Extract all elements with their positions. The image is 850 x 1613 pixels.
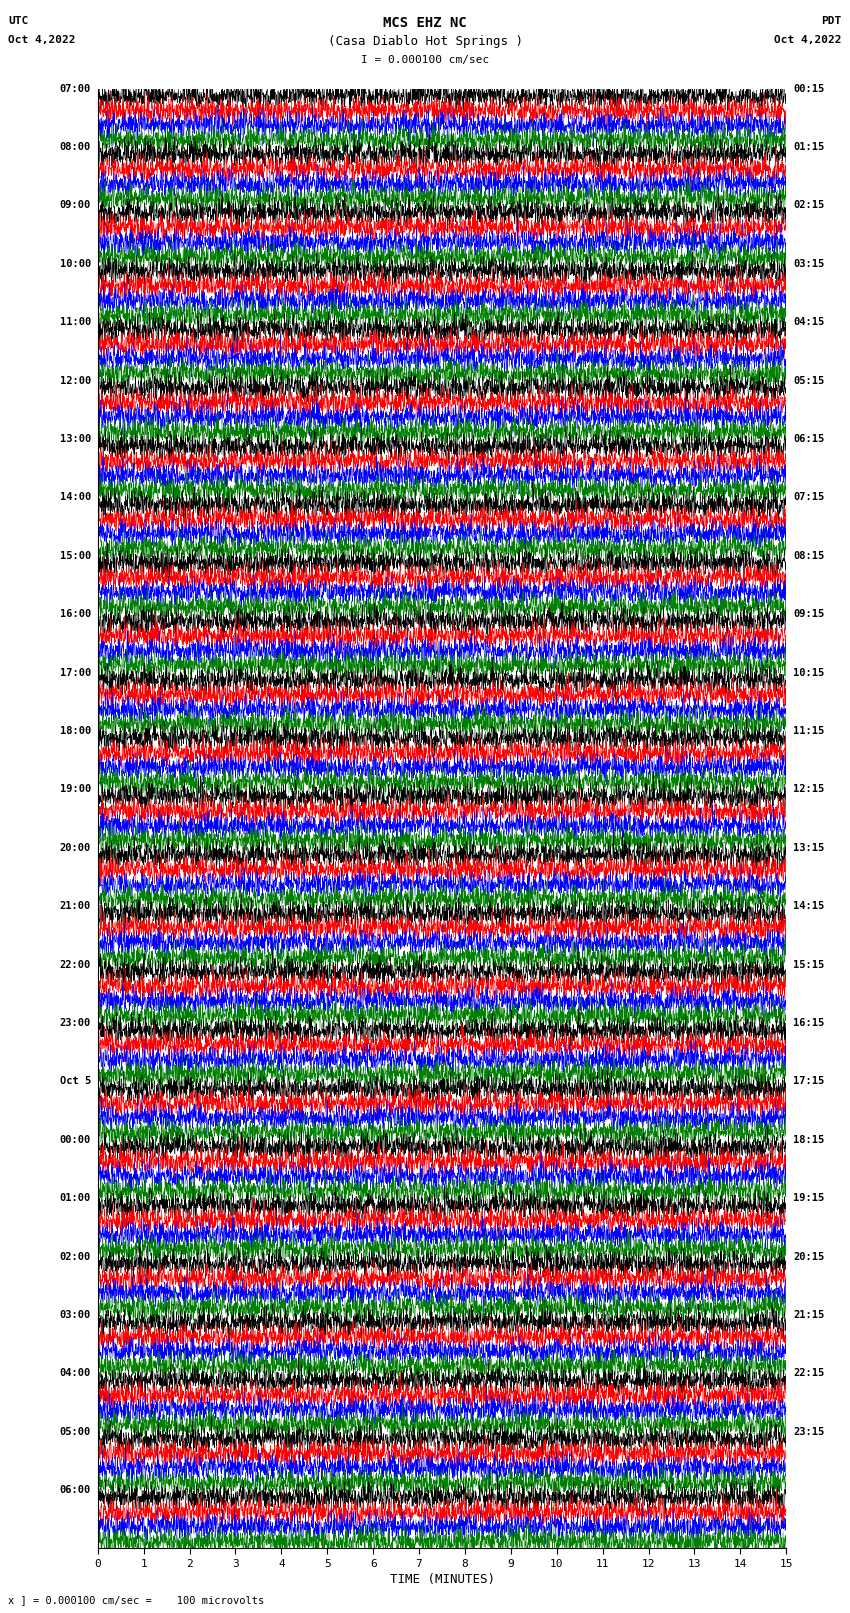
Text: 16:15: 16:15	[793, 1018, 824, 1027]
Text: Oct 5: Oct 5	[60, 1076, 91, 1086]
Text: (Casa Diablo Hot Springs ): (Casa Diablo Hot Springs )	[327, 35, 523, 48]
Text: 13:00: 13:00	[60, 434, 91, 444]
Text: 15:15: 15:15	[793, 960, 824, 969]
Text: 03:15: 03:15	[793, 260, 824, 269]
Text: I = 0.000100 cm/sec: I = 0.000100 cm/sec	[361, 55, 489, 65]
Text: 03:00: 03:00	[60, 1310, 91, 1319]
Text: 02:00: 02:00	[60, 1252, 91, 1261]
Text: 21:15: 21:15	[793, 1310, 824, 1319]
Text: 18:15: 18:15	[793, 1136, 824, 1145]
Text: 10:15: 10:15	[793, 668, 824, 677]
Text: 21:00: 21:00	[60, 902, 91, 911]
Text: 05:15: 05:15	[793, 376, 824, 386]
Text: 13:15: 13:15	[793, 844, 824, 853]
Text: 16:00: 16:00	[60, 610, 91, 619]
Text: 22:15: 22:15	[793, 1368, 824, 1378]
Text: 14:00: 14:00	[60, 492, 91, 502]
Text: 15:00: 15:00	[60, 552, 91, 561]
Text: 07:00: 07:00	[60, 84, 91, 94]
Text: 11:00: 11:00	[60, 318, 91, 327]
Text: UTC: UTC	[8, 16, 29, 26]
Text: 00:15: 00:15	[793, 84, 824, 94]
Text: 17:15: 17:15	[793, 1076, 824, 1086]
Text: 18:00: 18:00	[60, 726, 91, 736]
Text: 20:15: 20:15	[793, 1252, 824, 1261]
Text: 09:00: 09:00	[60, 200, 91, 210]
Text: 08:15: 08:15	[793, 552, 824, 561]
Text: 01:15: 01:15	[793, 142, 824, 152]
Text: 07:15: 07:15	[793, 492, 824, 502]
Text: Oct 4,2022: Oct 4,2022	[8, 35, 76, 45]
Text: PDT: PDT	[821, 16, 842, 26]
Text: 09:15: 09:15	[793, 610, 824, 619]
Text: 19:15: 19:15	[793, 1194, 824, 1203]
Text: 00:00: 00:00	[60, 1136, 91, 1145]
Text: 01:00: 01:00	[60, 1194, 91, 1203]
Text: 06:15: 06:15	[793, 434, 824, 444]
X-axis label: TIME (MINUTES): TIME (MINUTES)	[389, 1573, 495, 1586]
Text: 02:15: 02:15	[793, 200, 824, 210]
Text: 06:00: 06:00	[60, 1486, 91, 1495]
Text: 05:00: 05:00	[60, 1428, 91, 1437]
Text: 20:00: 20:00	[60, 844, 91, 853]
Text: 08:00: 08:00	[60, 142, 91, 152]
Text: 14:15: 14:15	[793, 902, 824, 911]
Text: 04:00: 04:00	[60, 1368, 91, 1378]
Text: Oct 4,2022: Oct 4,2022	[774, 35, 842, 45]
Text: 12:15: 12:15	[793, 784, 824, 794]
Text: 23:15: 23:15	[793, 1428, 824, 1437]
Text: 22:00: 22:00	[60, 960, 91, 969]
Text: MCS EHZ NC: MCS EHZ NC	[383, 16, 467, 31]
Text: 19:00: 19:00	[60, 784, 91, 794]
Text: 04:15: 04:15	[793, 318, 824, 327]
Text: 17:00: 17:00	[60, 668, 91, 677]
Text: 11:15: 11:15	[793, 726, 824, 736]
Text: 10:00: 10:00	[60, 260, 91, 269]
Text: 12:00: 12:00	[60, 376, 91, 386]
Text: 23:00: 23:00	[60, 1018, 91, 1027]
Text: x ] = 0.000100 cm/sec =    100 microvolts: x ] = 0.000100 cm/sec = 100 microvolts	[8, 1595, 264, 1605]
